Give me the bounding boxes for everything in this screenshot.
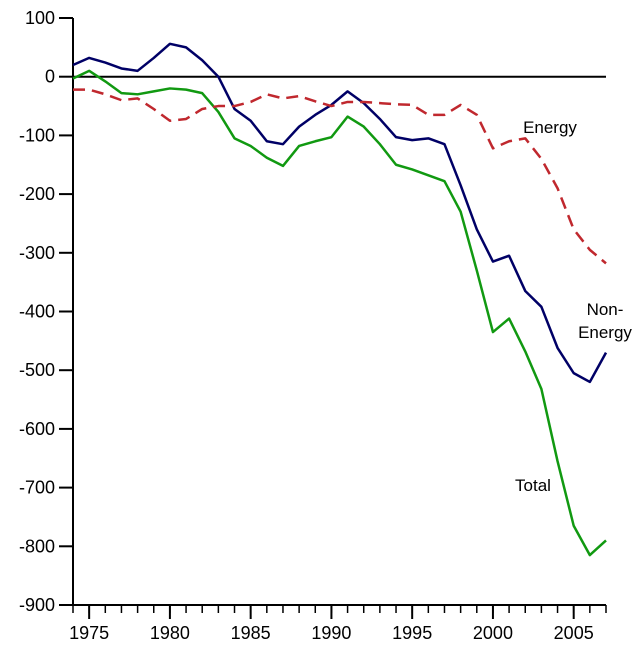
- y-tick-label: 100: [25, 8, 55, 28]
- y-tick-label: -800: [19, 536, 55, 556]
- y-tick-label: 0: [45, 67, 55, 87]
- x-tick-label: 1980: [150, 623, 190, 643]
- x-tick-label: 2000: [473, 623, 513, 643]
- series-label: Total: [515, 476, 551, 495]
- series-line: [72, 42, 608, 384]
- x-tick-label: 1985: [231, 623, 271, 643]
- y-tick-label: -900: [19, 595, 55, 615]
- y-tick-label: -100: [19, 125, 55, 145]
- y-tick-label: -200: [19, 184, 55, 204]
- y-tick-label: -300: [19, 243, 55, 263]
- x-tick-label: 2005: [554, 623, 594, 643]
- y-tick-label: -500: [19, 360, 55, 380]
- series-label: Non-Energy: [578, 300, 632, 342]
- y-tick-label: -600: [19, 419, 55, 439]
- series-label: Energy: [523, 118, 577, 137]
- x-tick-label: 1995: [392, 623, 432, 643]
- series-line: [72, 69, 607, 557]
- x-tick-label: 1990: [311, 623, 351, 643]
- y-tick-label: -700: [19, 478, 55, 498]
- series-line: [73, 88, 607, 265]
- y-tick-label: -400: [19, 302, 55, 322]
- x-tick-label: 1975: [69, 623, 109, 643]
